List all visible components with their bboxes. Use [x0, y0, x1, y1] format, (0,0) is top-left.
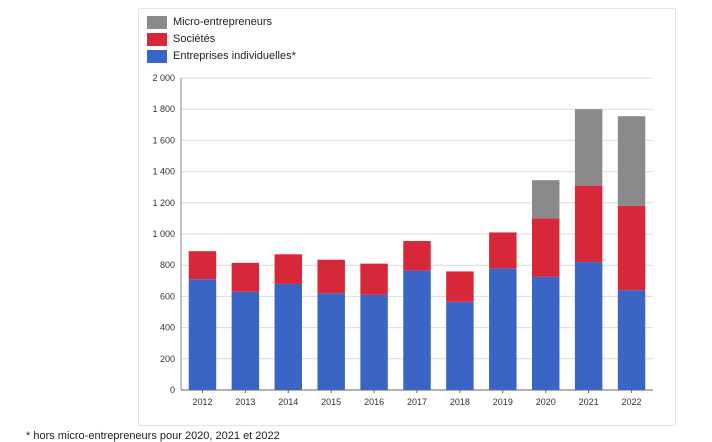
bar-soci-t-s-2019 [489, 232, 517, 269]
y-tick-label: 400 [160, 323, 175, 333]
legend-swatch-entreprises-individuelles [147, 49, 167, 63]
x-tick-label: 2016 [364, 397, 384, 407]
bar-soci-t-s-2021 [574, 185, 603, 263]
bar-entreprises-individuelles-2012 [188, 279, 217, 390]
bar-entreprises-individuelles-2019 [489, 268, 517, 390]
legend-label: Micro-entrepreneurs [173, 16, 273, 28]
bar-soci-t-s-2020 [531, 218, 560, 277]
bar-micro-entrepreneurs-2020 [531, 180, 560, 219]
legend-label: Entreprises individuelles* [173, 50, 296, 62]
bar-soci-t-s-2018 [446, 271, 474, 302]
bar-micro-entrepreneurs-2022 [617, 116, 646, 206]
y-tick-label: 600 [160, 291, 175, 301]
bar-entreprises-individuelles-2013 [231, 291, 260, 390]
legend-label: Sociétés [173, 33, 216, 45]
bar-soci-t-s-2016 [360, 263, 388, 295]
y-tick-label: 2 000 [152, 73, 175, 83]
y-tick-label: 1 800 [152, 104, 175, 114]
bar-entreprises-individuelles-2020 [531, 276, 560, 390]
x-tick-label: 2021 [579, 397, 599, 407]
x-tick-label: 2020 [536, 397, 556, 407]
bar-soci-t-s-2014 [274, 254, 303, 284]
bar-entreprises-individuelles-2018 [446, 301, 474, 390]
y-tick-label: 200 [160, 354, 175, 364]
bar-entreprises-individuelles-2015 [317, 293, 345, 390]
y-tick-label: 1 200 [152, 198, 175, 208]
chart-legend: Micro-entrepreneurs Sociétés Entreprises… [147, 14, 296, 65]
y-tick-label: 1 000 [152, 229, 175, 239]
bar-soci-t-s-2013 [231, 262, 260, 292]
legend-item-micro-entrepreneurs: Micro-entrepreneurs [147, 14, 296, 30]
legend-swatch-micro-entrepreneurs [147, 15, 167, 29]
x-tick-label: 2022 [622, 397, 642, 407]
x-tick-label: 2018 [450, 397, 470, 407]
y-tick-label: 1 400 [152, 167, 175, 177]
y-tick-label: 800 [160, 260, 175, 270]
bar-entreprises-individuelles-2014 [274, 283, 303, 390]
bar-entreprises-individuelles-2017 [403, 270, 431, 390]
bar-micro-entrepreneurs-2021 [574, 109, 603, 186]
bar-soci-t-s-2012 [188, 251, 217, 280]
y-tick-label: 0 [170, 385, 175, 395]
x-tick-label: 2012 [192, 397, 212, 407]
x-tick-label: 2015 [321, 397, 341, 407]
legend-swatch-societes [147, 32, 167, 46]
bar-entreprises-individuelles-2016 [360, 294, 388, 390]
y-tick-label: 1 600 [152, 135, 175, 145]
x-tick-label: 2013 [235, 397, 255, 407]
x-tick-label: 2014 [278, 397, 298, 407]
bar-entreprises-individuelles-2021 [574, 262, 603, 390]
bar-entreprises-individuelles-2022 [617, 290, 646, 390]
legend-item-societes: Sociétés [147, 31, 296, 47]
footnote: * hors micro-entrepreneurs pour 2020, 20… [26, 430, 280, 442]
bar-soci-t-s-2022 [617, 205, 646, 291]
bar-soci-t-s-2017 [403, 241, 431, 271]
legend-item-entreprises-individuelles: Entreprises individuelles* [147, 48, 296, 64]
x-tick-label: 2017 [407, 397, 427, 407]
bar-soci-t-s-2015 [317, 259, 345, 294]
x-tick-label: 2019 [493, 397, 513, 407]
